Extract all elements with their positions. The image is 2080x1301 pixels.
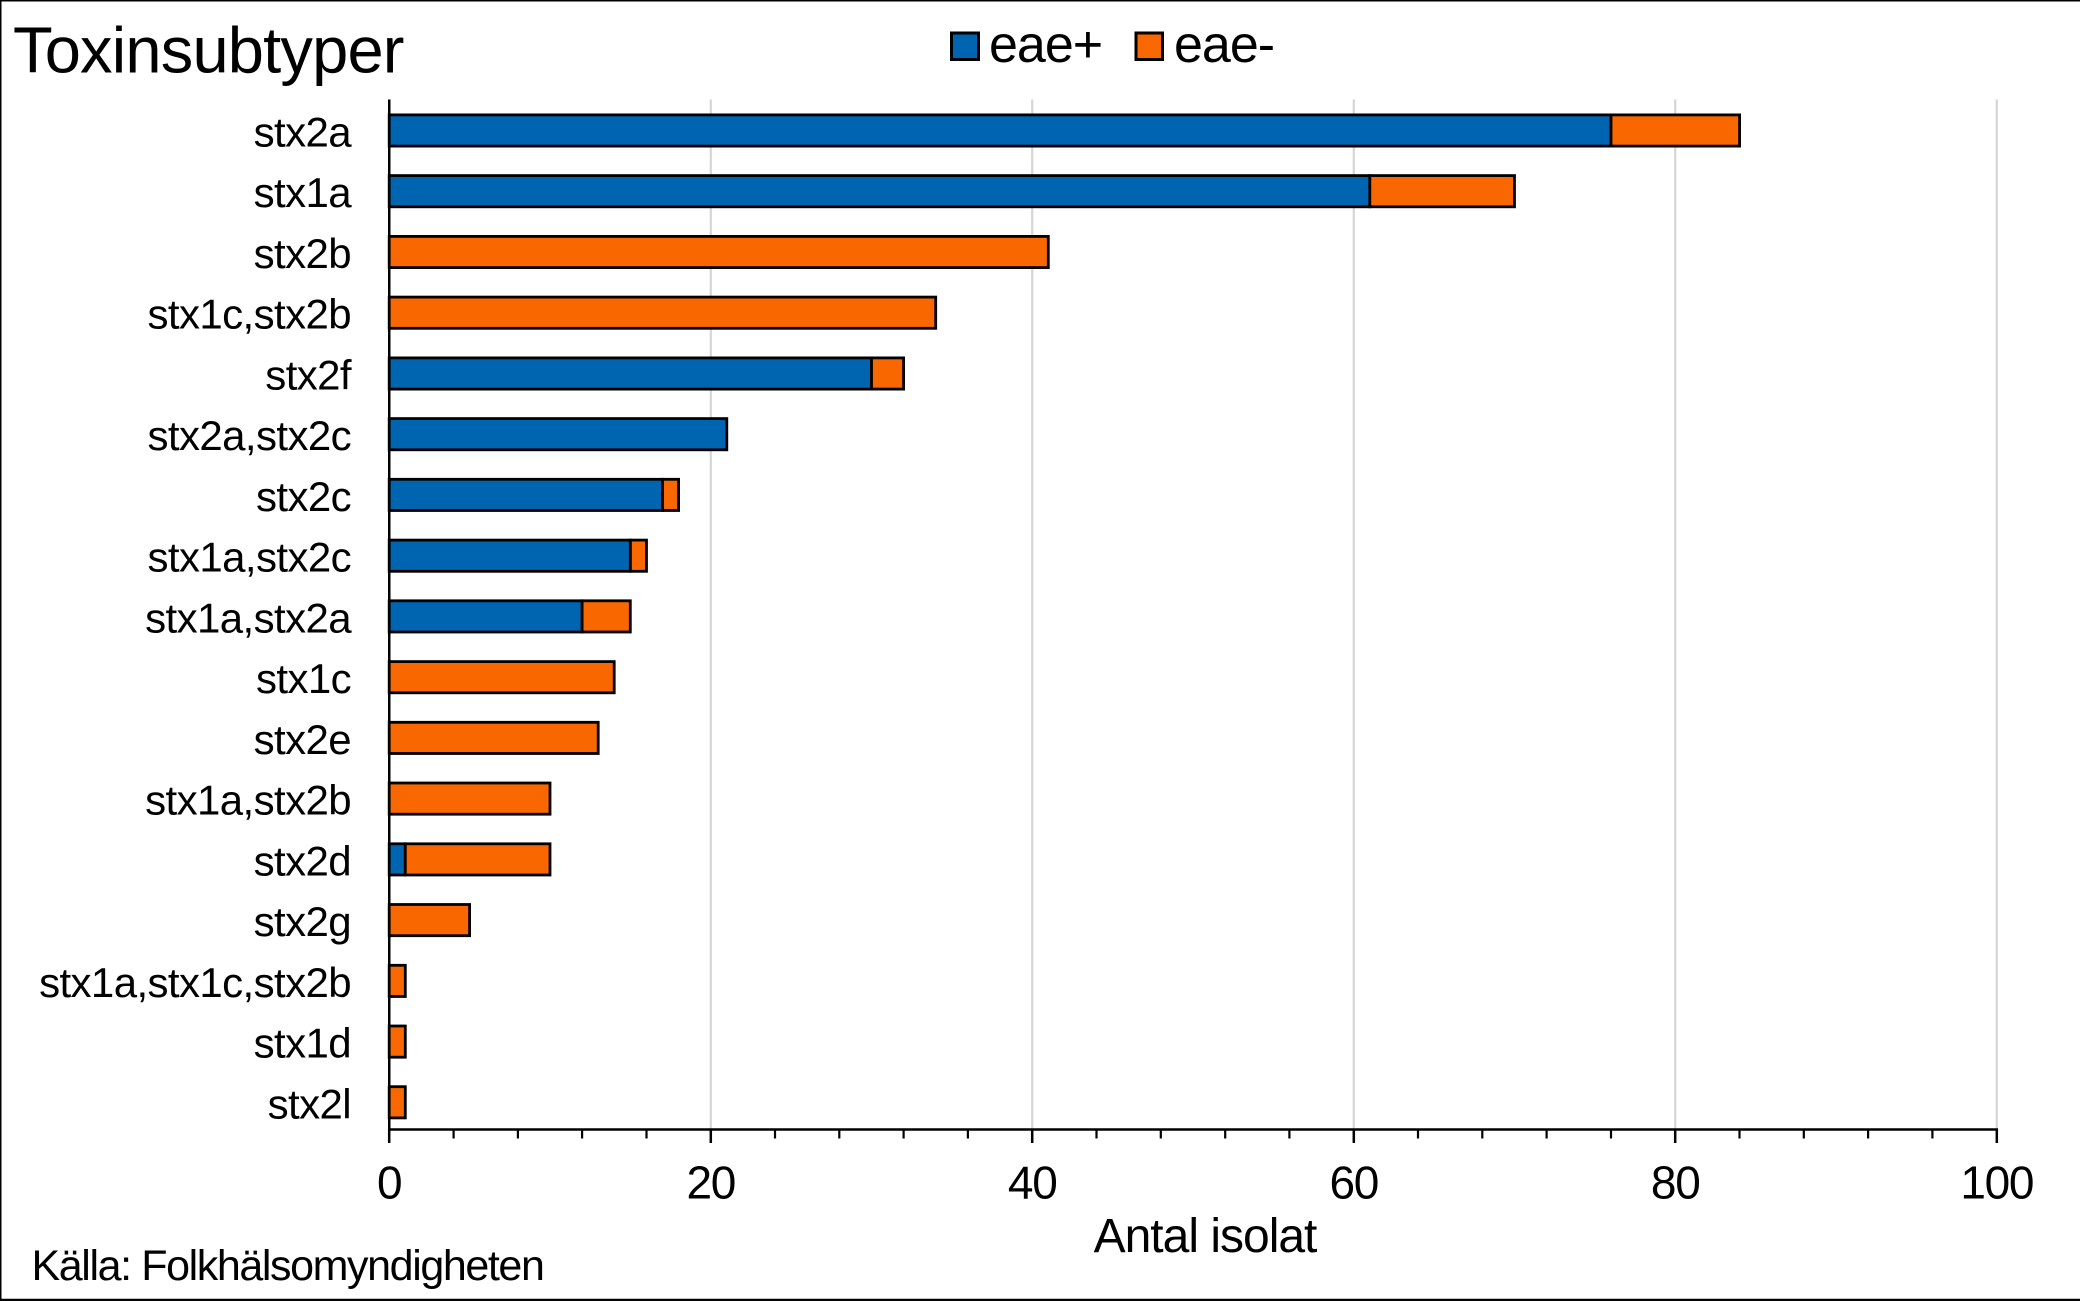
svg-text:60: 60 <box>1330 1157 1379 1209</box>
svg-text:Källa: Folkhälsomyndigheten: Källa: Folkhälsomyndigheten <box>32 1242 544 1290</box>
svg-text:20: 20 <box>687 1157 736 1209</box>
svg-text:Toxinsubtyper: Toxinsubtyper <box>13 14 404 87</box>
svg-text:100: 100 <box>1960 1157 2033 1209</box>
svg-text:stx2a,stx2c: stx2a,stx2c <box>148 412 351 459</box>
svg-text:stx1a,stx2c: stx1a,stx2c <box>148 534 351 581</box>
svg-text:stx1d: stx1d <box>254 1020 351 1067</box>
svg-text:stx2g: stx2g <box>254 898 351 945</box>
svg-text:stx2a: stx2a <box>254 109 353 156</box>
svg-text:eae-: eae- <box>1174 16 1274 74</box>
svg-text:stx2l: stx2l <box>268 1080 351 1127</box>
svg-text:stx2b: stx2b <box>254 230 351 277</box>
svg-text:40: 40 <box>1008 1157 1057 1209</box>
svg-text:stx1c: stx1c <box>256 655 351 702</box>
svg-text:stx1a,stx1c,stx2b: stx1a,stx1c,stx2b <box>39 959 351 1006</box>
svg-text:stx1a: stx1a <box>254 169 353 216</box>
svg-text:Antal isolat: Antal isolat <box>1094 1210 1317 1263</box>
svg-text:stx1a,stx2b: stx1a,stx2b <box>145 777 351 824</box>
svg-text:stx2f: stx2f <box>265 352 352 399</box>
svg-text:eae+: eae+ <box>989 16 1102 74</box>
svg-text:stx1a,stx2a: stx1a,stx2a <box>145 594 352 641</box>
svg-text:stx2e: stx2e <box>254 716 351 763</box>
svg-text:stx1c,stx2b: stx1c,stx2b <box>148 291 351 338</box>
svg-text:stx2d: stx2d <box>254 837 351 884</box>
svg-text:0: 0 <box>377 1157 401 1209</box>
svg-text:stx2c: stx2c <box>256 473 351 520</box>
svg-text:80: 80 <box>1651 1157 1700 1209</box>
